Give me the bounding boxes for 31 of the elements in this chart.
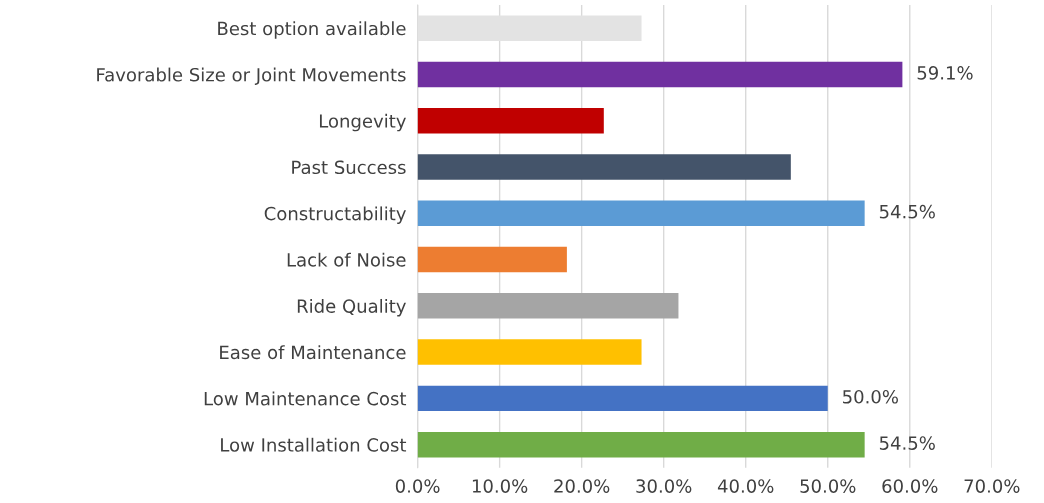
x-tick-label: 50.0% [800,479,856,493]
bar [417,246,567,273]
x-tick-label: 60.0% [882,479,938,493]
data-label: 54.5% [879,436,935,450]
y-tick-label: Low Installation Cost [221,437,407,452]
x-tick-label: 0.0% [395,479,440,493]
y-tick-label: Past Success [292,160,406,175]
bar [417,293,679,319]
x-tick-label: 10.0% [472,479,528,493]
y-tick-label: Lack of Noise [287,252,406,267]
bar [417,200,865,226]
y-tick-label: Constructability [264,206,406,224]
data-label: 50.0% [843,389,898,404]
data-label: 59.1% [917,66,973,80]
y-tick-label: Ease of Maintenance [220,345,406,360]
x-tick-label: 30.0% [636,479,692,493]
bar [417,154,791,180]
y-tick-label: Longevity [319,113,406,132]
bar [417,339,642,365]
x-tick-label: 20.0% [554,479,610,493]
bar [417,385,828,412]
bar [417,61,903,88]
y-tick-label: Ride Quality [297,298,406,317]
y-tick-label: Low Maintenance Cost [204,391,407,406]
x-tick-label: 40.0% [717,479,774,493]
y-tick-label: Best option available [218,21,406,39]
bar [417,107,604,134]
x-tick-label: 70.0% [964,479,1020,493]
y-tick-label: Favorable Size or Joint Movements [97,67,406,85]
data-label: 54.5% [879,204,935,219]
bar [417,431,865,458]
